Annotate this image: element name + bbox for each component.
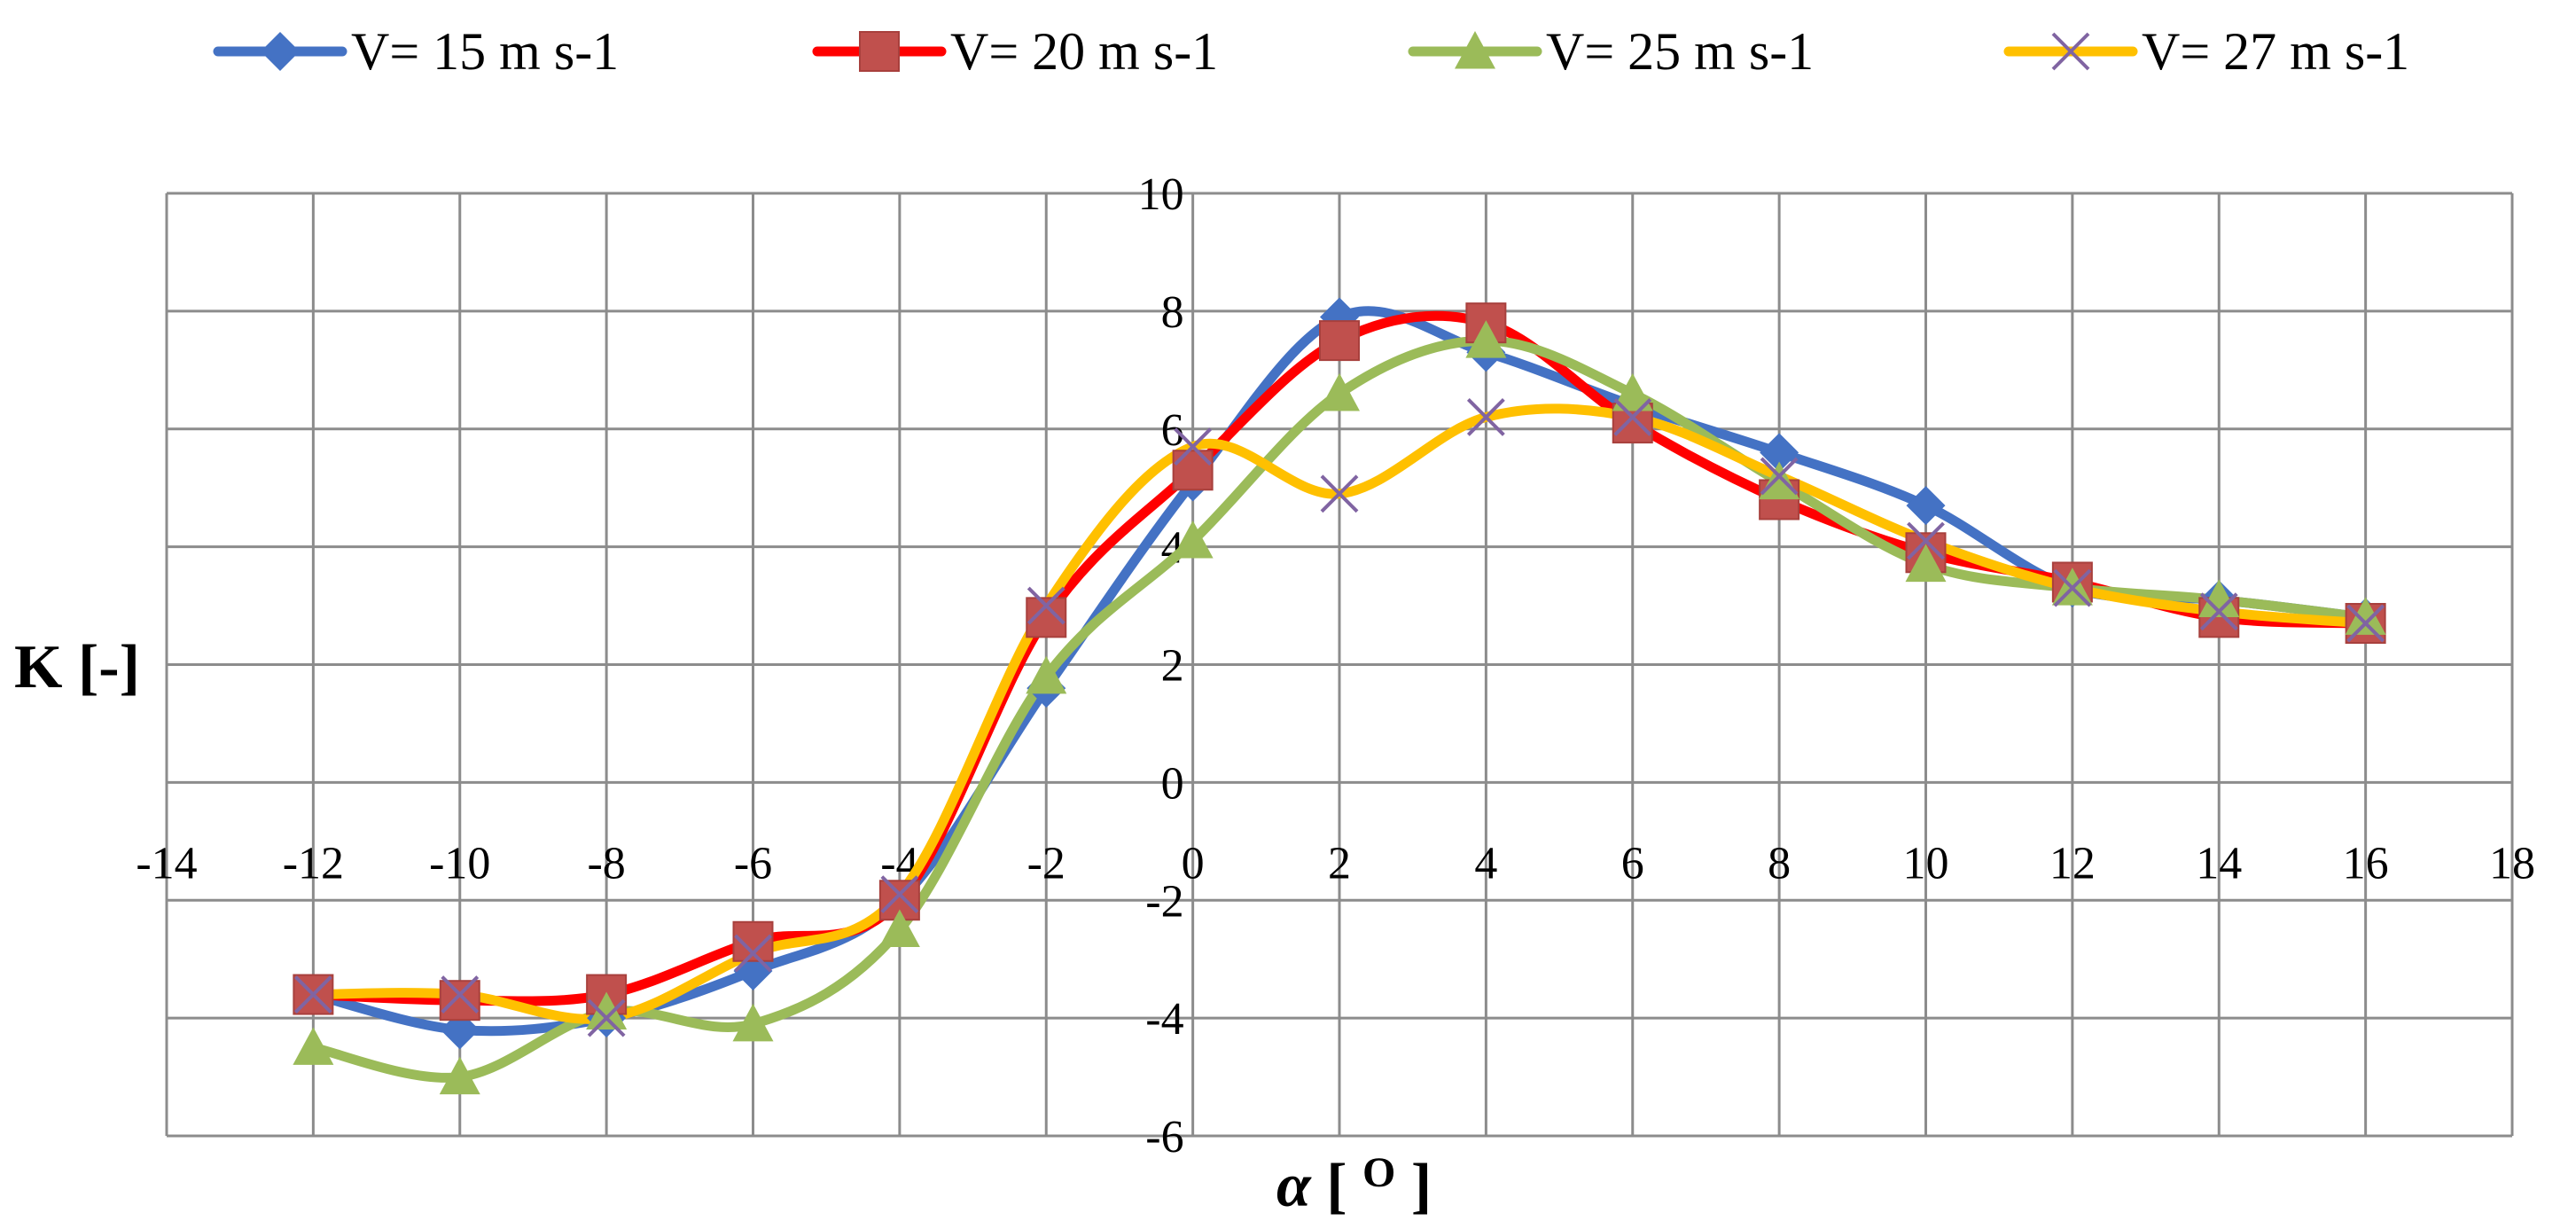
x-tick-label: -14	[136, 838, 197, 888]
data-point-series-4	[2053, 568, 2092, 607]
x-tick-label: -8	[587, 838, 625, 888]
legend-item-2: V= 20 m s-1	[812, 22, 1218, 81]
x-axis-bracket-open: [	[1326, 1152, 1347, 1220]
y-axis-title: K [-]	[14, 633, 140, 701]
data-point-series-4	[2346, 604, 2385, 643]
legend: V= 15 m s-1 V= 20 m s-1 V= 25 m s-1 V= 27 m…	[213, 22, 2409, 81]
data-point-series-3	[1465, 320, 1507, 358]
data-point-series-3	[439, 1056, 480, 1095]
data-point-series-4	[293, 975, 332, 1014]
data-point-series-4	[734, 934, 772, 973]
data-point-series-4	[1466, 398, 1505, 436]
x-tick-label: 12	[2049, 838, 2096, 888]
y-tick-label: 8	[1161, 287, 1184, 338]
data-point-series-4	[2199, 592, 2238, 631]
legend-label: V= 25 m s-1	[1546, 22, 1814, 81]
data-point-series-3	[732, 1003, 774, 1042]
data-point-series-4	[587, 998, 626, 1037]
y-tick-label: 0	[1161, 758, 1184, 809]
legend-marker	[2051, 32, 2090, 71]
x-tick-labels: -14 -12 -10 -8 -6 -4 -2 0 2 4 6 8 10 12 14 16 18	[136, 838, 2535, 888]
data-point-series-2	[1319, 320, 1360, 362]
x-tick-label: 4	[1474, 838, 1497, 888]
series-lines	[308, 306, 2371, 1083]
x-tick-label: 14	[2196, 838, 2242, 888]
data-point-series-4	[880, 875, 919, 914]
data-point-series-3	[1026, 655, 1067, 694]
data-point-series-4	[1613, 398, 1652, 436]
x-tick-label: 8	[1768, 838, 1791, 888]
data-point-series-3	[586, 991, 628, 1030]
legend-label: V= 15 m s-1	[351, 22, 619, 81]
data-point-series-3	[1905, 544, 1947, 583]
data-point-series-2	[1172, 450, 1214, 491]
y-tick-label: 2	[1161, 641, 1184, 692]
data-point-series-3	[293, 1027, 334, 1065]
data-point-series-3	[1319, 372, 1360, 411]
x-axis-title: α [ O ]	[1276, 1132, 1432, 1220]
data-point-series-2	[439, 980, 480, 1022]
legend-marker	[1455, 31, 1495, 69]
data-point-series-3	[1759, 461, 1800, 500]
data-point-series-3	[2345, 597, 2386, 635]
legend-marker	[261, 32, 300, 71]
data-point-series-4	[441, 975, 480, 1014]
data-point-series-3	[1612, 372, 1653, 411]
x-tick-label: -10	[429, 838, 490, 888]
legend-label: V= 20 m s-1	[950, 22, 1218, 81]
x-tick-label: 2	[1328, 838, 1351, 888]
data-point-series-4	[1026, 586, 1066, 625]
x-tick-label: 10	[1903, 838, 1949, 888]
series-line-3	[308, 335, 2371, 1083]
data-point-series-1	[1760, 433, 1799, 473]
legend-label: V= 27 m s-1	[2142, 22, 2409, 81]
legend-item-4: V= 27 m s-1	[2003, 22, 2409, 81]
y-tick-label: -2	[1145, 876, 1183, 927]
x-axis-unit: O	[1362, 1149, 1395, 1196]
legend-item-1: V= 15 m s-1	[213, 22, 619, 81]
x-tick-label: 0	[1182, 838, 1205, 888]
series-line-4	[308, 403, 2371, 1024]
data-point-series-4	[1174, 427, 1213, 466]
data-point-series-1	[1906, 486, 1946, 526]
x-axis-bracket-close: ]	[1411, 1152, 1432, 1220]
legend-marker	[859, 31, 900, 72]
data-point-series-3	[878, 909, 920, 948]
x-tick-label: -6	[734, 838, 772, 888]
x-tick-label: -12	[283, 838, 344, 888]
x-tick-label: 16	[2343, 838, 2389, 888]
x-tick-label: 6	[1621, 838, 1644, 888]
x-axis-symbol: α	[1276, 1152, 1312, 1220]
data-point-series-4	[1907, 521, 1945, 560]
series-markers	[293, 297, 2386, 1095]
x-tick-label: 18	[2489, 838, 2535, 888]
x-tick-label: -2	[1027, 838, 1066, 888]
series-line-1	[308, 306, 2371, 1037]
data-point-series-3	[1172, 520, 1214, 559]
y-tick-label: -6	[1145, 1112, 1183, 1162]
data-point-series-4	[1320, 474, 1359, 513]
data-point-series-4	[1760, 457, 1799, 496]
y-tick-label: 10	[1138, 169, 1184, 220]
y-tick-label: -4	[1145, 994, 1183, 1045]
data-point-series-3	[2198, 579, 2240, 617]
legend-item-3: V= 25 m s-1	[1408, 22, 1814, 81]
